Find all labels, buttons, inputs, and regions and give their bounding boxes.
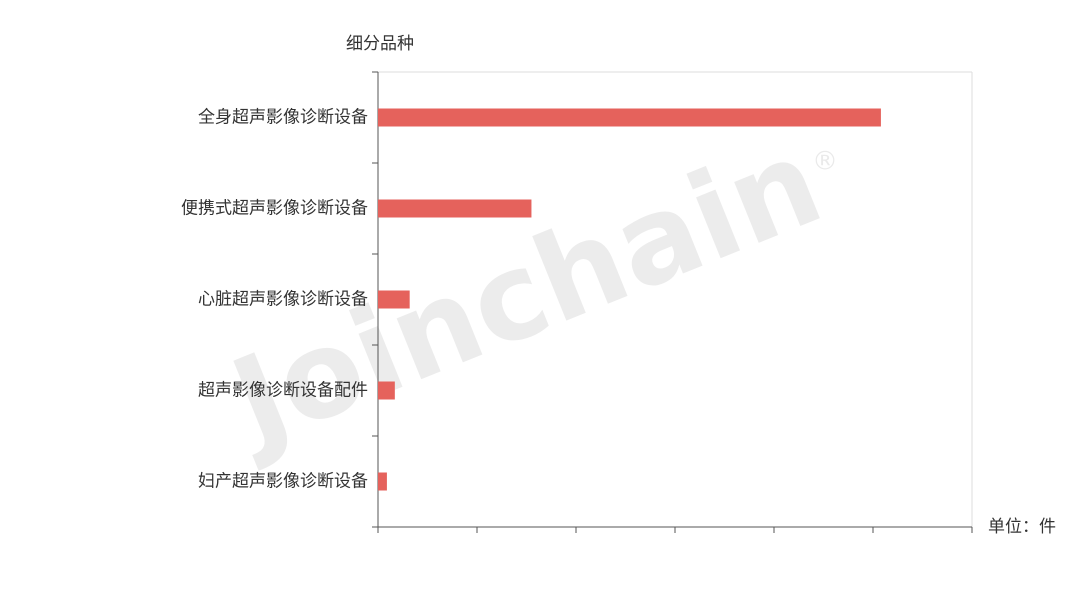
y-tick-label: 妇产超声影像诊断设备 [198, 472, 368, 492]
bar [378, 108, 881, 127]
y-tick-label: 全身超声影像诊断设备 [198, 108, 368, 128]
y-tick-label: 心脏超声影像诊断设备 [198, 290, 368, 310]
y-axis-title: 细分品种 [346, 34, 414, 54]
bar [378, 472, 387, 491]
bar [378, 199, 532, 218]
y-tick-label: 超声影像诊断设备配件 [198, 381, 368, 401]
bar [378, 290, 410, 309]
y-tick-label: 便携式超声影像诊断设备 [181, 199, 368, 219]
watermark-mark: ® [812, 147, 838, 177]
x-axis-unit: 单位：件 [988, 517, 1056, 537]
bar [378, 381, 395, 400]
